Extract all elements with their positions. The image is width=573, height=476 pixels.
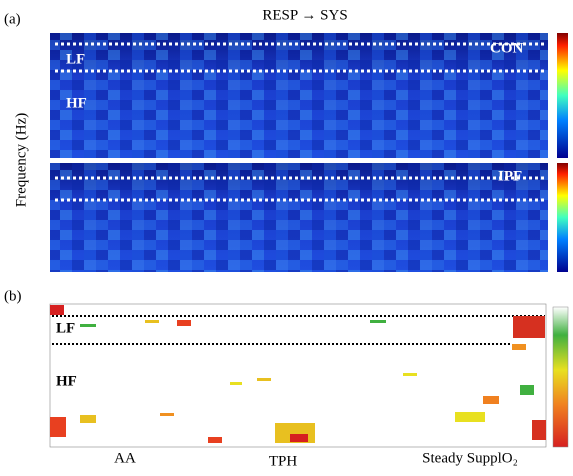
phase-label: Steady SupplO₂ xyxy=(422,450,518,466)
band-label: HF xyxy=(66,95,87,111)
event-marks xyxy=(50,305,546,443)
panel-label: (b) xyxy=(4,288,22,304)
group-label: CON xyxy=(490,40,524,56)
phase-label: AA xyxy=(114,450,136,466)
panel-label: (a) xyxy=(4,11,21,27)
band-label: HF xyxy=(56,373,77,389)
phase-label: TPH xyxy=(269,453,298,469)
heatmap-texture xyxy=(50,33,548,158)
band-label: LF xyxy=(66,51,85,67)
group-label: IPF xyxy=(498,168,522,184)
y-axis-label: Frequency (Hz) xyxy=(13,113,29,208)
colorbar xyxy=(557,163,568,272)
heatmap-texture xyxy=(50,163,548,272)
figure-title: RESP → SYS xyxy=(262,7,347,23)
band-label: LF xyxy=(56,320,75,336)
colorbar xyxy=(557,33,568,158)
colorbar xyxy=(552,306,569,448)
